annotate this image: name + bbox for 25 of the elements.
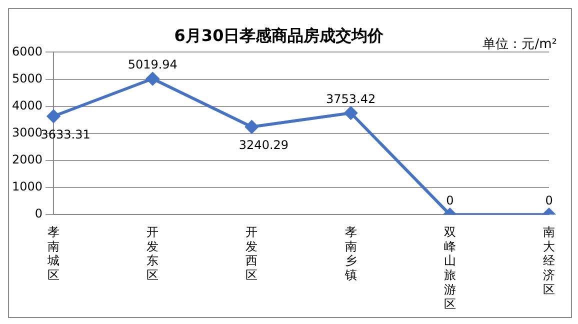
- y-tick-label: 1000: [12, 180, 43, 194]
- data-label: 3240.29: [238, 138, 289, 152]
- y-tick-label: 4000: [12, 98, 43, 112]
- point: [344, 106, 358, 120]
- chart-title: 6月30日孝感商品房成交均价: [174, 26, 385, 45]
- x-tick-label: 孝南城区: [46, 224, 60, 282]
- y-tick-label: 3000: [12, 126, 43, 140]
- y-tick-label: 5000: [12, 71, 43, 86]
- y-tick-label: 2000: [12, 152, 43, 167]
- data-label: 5019.94: [128, 58, 178, 72]
- y-tick-label: 6000: [12, 44, 43, 58]
- x-tick-label: 开发东区: [146, 224, 159, 282]
- x-tick-label: 开发西区: [246, 224, 258, 282]
- data-label: 0: [545, 194, 553, 208]
- point: [245, 120, 258, 134]
- x-tick-label: 南大经济区: [543, 224, 555, 297]
- y-tick-label: 0: [34, 206, 43, 221]
- text: 单位：元/m²: [482, 36, 557, 53]
- x-tick-label: 孝南乡镇: [344, 224, 357, 282]
- data-label: 0: [446, 194, 454, 208]
- x-tick-label: 双峰山旅游区: [444, 224, 456, 311]
- point: [146, 72, 160, 86]
- data-label: 3633.31: [40, 127, 90, 142]
- point: [47, 110, 60, 123]
- data-label: 3753.42: [326, 92, 376, 106]
